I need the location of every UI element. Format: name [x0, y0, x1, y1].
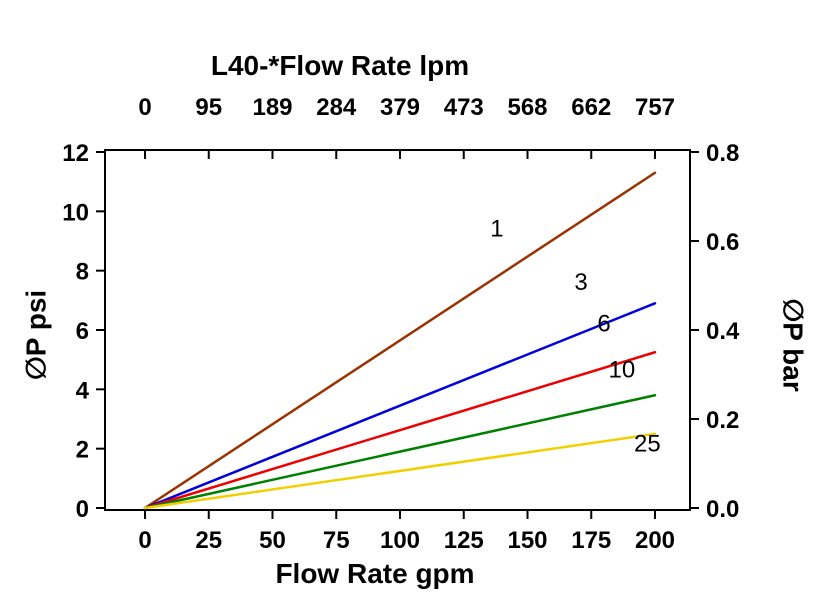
chart-title: L40-*Flow Rate lpm [210, 50, 470, 81]
left-tick-label: 0 [76, 496, 89, 523]
right-tick-label: 0.4 [706, 318, 740, 345]
bottom-tick-label: 50 [259, 527, 286, 554]
top-tick-label: 95 [195, 94, 222, 121]
right-tick-label: 0.8 [706, 140, 739, 167]
left-tick-label: 8 [76, 259, 89, 286]
left-tick-label: 6 [76, 318, 89, 345]
series-label-1: 1 [490, 216, 503, 243]
right-tick-label: 0.2 [706, 407, 739, 434]
y-axis-left-title: ∅P psi [20, 289, 52, 381]
right-tick-label: 0.0 [706, 496, 739, 523]
bottom-tick-label: 25 [195, 527, 222, 554]
series-label-6: 6 [597, 310, 610, 337]
bottom-tick-label: 175 [571, 527, 611, 554]
bottom-tick-label: 75 [323, 527, 350, 554]
series-label-10: 10 [608, 356, 635, 383]
bottom-tick-label: 100 [380, 527, 420, 554]
top-tick-label: 473 [444, 94, 484, 121]
series-label-25: 25 [634, 431, 661, 458]
bottom-tick-label: 125 [444, 527, 484, 554]
series-line-25 [143, 432, 657, 510]
left-tick-label: 10 [62, 199, 89, 226]
top-tick-label: 568 [507, 94, 547, 121]
left-tick-label: 4 [76, 377, 90, 404]
right-tick-label: 0.6 [706, 229, 739, 256]
series-line-1 [143, 171, 657, 510]
bottom-tick-label: 0 [138, 527, 151, 554]
y-axis-right-title: ∅P bar [777, 298, 809, 392]
series-line-10 [143, 394, 657, 510]
top-tick-label: 0 [138, 94, 151, 121]
bottom-tick-label: 150 [507, 527, 547, 554]
top-tick-label: 284 [316, 94, 357, 121]
left-tick-label: 2 [76, 437, 89, 464]
left-tick-label: 12 [62, 140, 89, 167]
series-line-3 [143, 302, 657, 510]
top-tick-label: 189 [252, 94, 292, 121]
x-axis-title: Flow Rate gpm [275, 558, 475, 589]
series-label-3: 3 [574, 269, 587, 296]
series-line-6 [143, 351, 657, 510]
top-tick-label: 662 [571, 94, 611, 121]
bottom-tick-label: 200 [635, 527, 675, 554]
top-tick-label: 379 [380, 94, 420, 121]
top-tick-label: 757 [635, 94, 675, 121]
